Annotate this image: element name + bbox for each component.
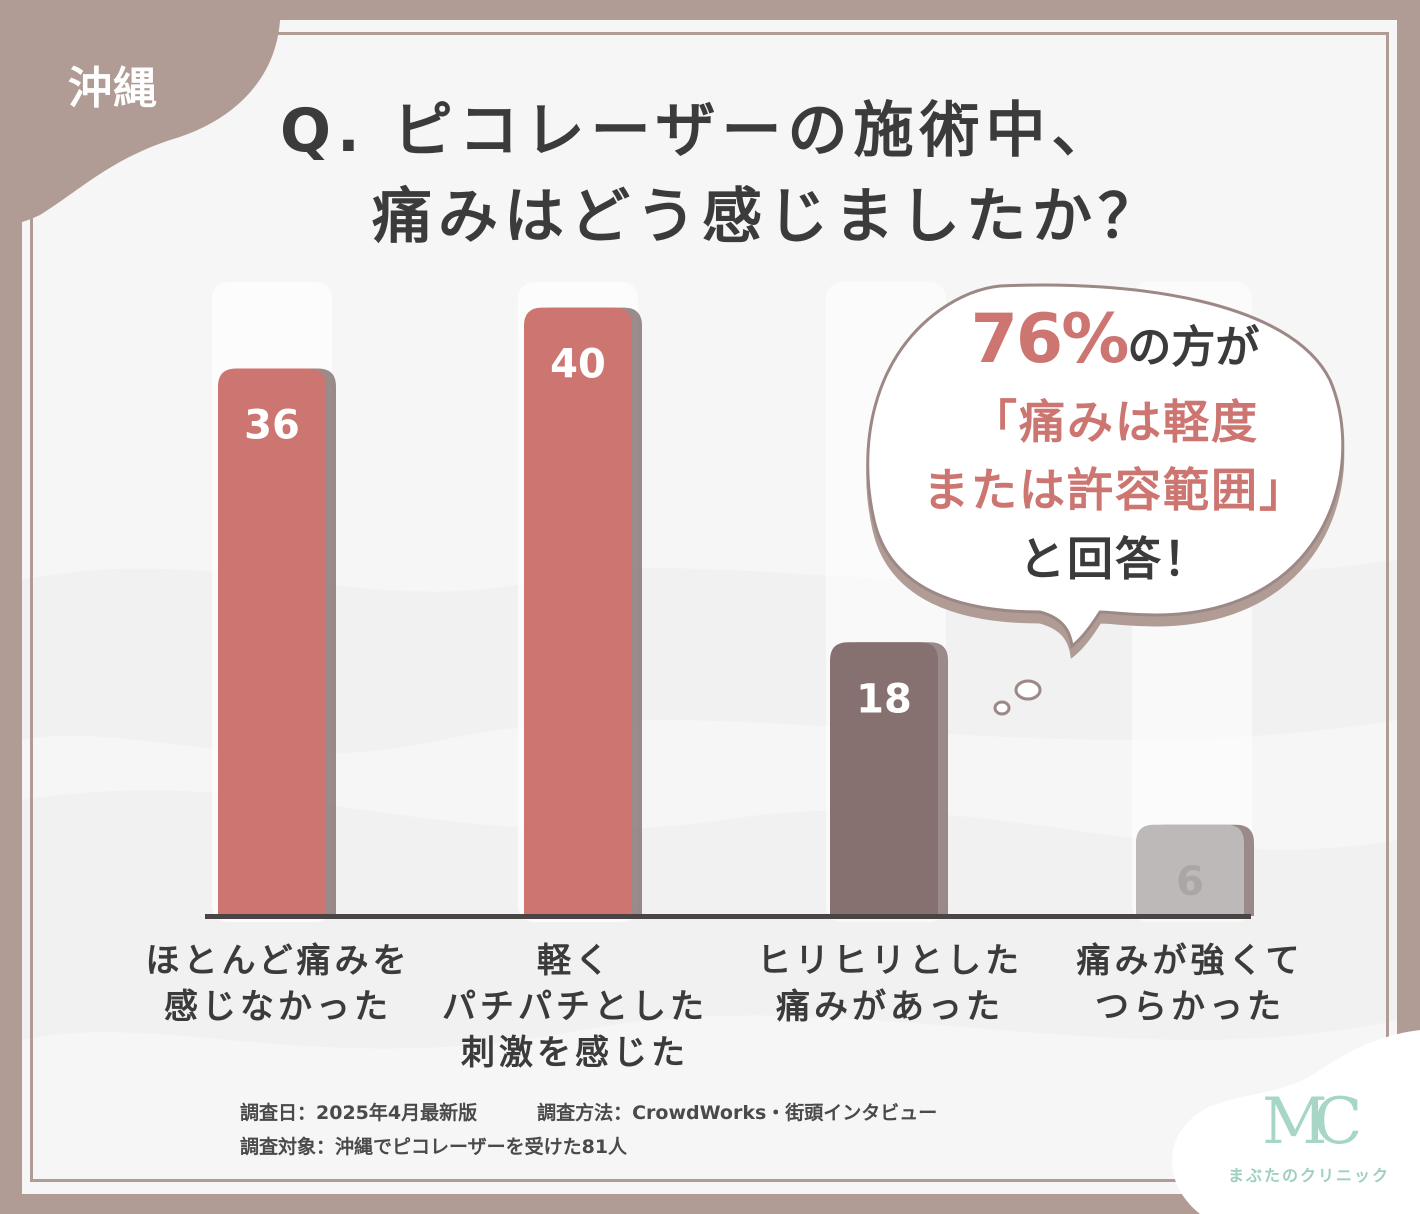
category-label-2: 軽く パチパチとした 刺激を感じた xyxy=(442,941,708,1073)
question-title: Q. ピコレーザーの施術中、 痛みはどう感じましたか？ xyxy=(280,88,1164,260)
x-axis-baseline xyxy=(205,914,1251,919)
callout-percentage: 76% xyxy=(970,300,1130,379)
bar-3 xyxy=(830,642,938,916)
category-label-3: ヒリヒリとした 痛みがあった xyxy=(757,941,1023,1027)
clinic-name: まぶたのクリニック xyxy=(1228,1166,1391,1185)
survey-date: 調査日：2025年4月最新版 xyxy=(240,1102,478,1124)
question-line-1: Q. ピコレーザーの施術中、 xyxy=(280,96,1118,166)
region-corner-shape xyxy=(0,0,281,228)
bar-value-label-1: 36 xyxy=(244,403,300,449)
clinic-logo-mark: MC xyxy=(1262,1085,1362,1159)
question-line-2: 痛みはどう感じましたか？ xyxy=(372,182,1164,252)
survey-info: 調査日：2025年4月最新版 調査方法：CrowdWorks・街頭インタビュー 調… xyxy=(240,1096,997,1164)
logo-corner-shape xyxy=(1171,1030,1420,1214)
survey-target: 調査対象：沖縄でピコレーザーを受けた81人 xyxy=(240,1136,628,1158)
bar-2 xyxy=(524,307,632,917)
callout-line-1: 76%の方が xyxy=(905,300,1325,388)
category-label-1: ほとんど痛みを 感じなかった xyxy=(145,941,411,1027)
callout-text: 76%の方が 「痛みは軽度 または許容範囲」 と回答！ xyxy=(905,300,1325,594)
callout-line-4: と回答！ xyxy=(1019,532,1211,586)
bar-4 xyxy=(1136,824,1244,916)
bar-value-label-3: 18 xyxy=(856,676,912,722)
callout-tail-dot-1 xyxy=(1014,679,1042,701)
region-label: 沖縄 xyxy=(68,63,158,114)
bar-value-label-4: 6 xyxy=(1176,859,1204,905)
callout-line-2: 「痛みは軽度 xyxy=(971,395,1259,449)
category-label-4: 痛みが強くて つらかった xyxy=(1076,941,1304,1027)
bar-value-label-2: 40 xyxy=(550,342,606,388)
bar-1 xyxy=(218,368,326,916)
callout-bubble xyxy=(866,283,1345,649)
callout-line-3: または許容範囲」 xyxy=(923,463,1307,517)
callout-line-1-rest: の方が xyxy=(1127,322,1260,373)
survey-method: 調査方法：CrowdWorks・街頭インタビュー xyxy=(537,1102,938,1124)
callout-tail-dot-2 xyxy=(993,700,1011,716)
